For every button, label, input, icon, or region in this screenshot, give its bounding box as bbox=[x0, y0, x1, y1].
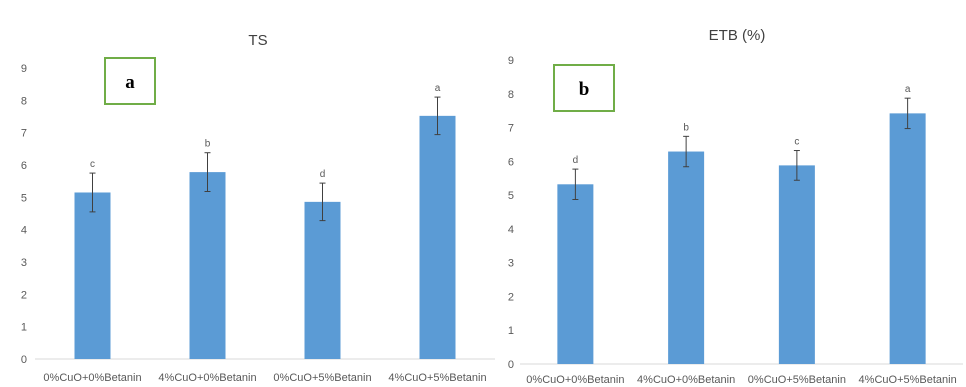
bar bbox=[778, 165, 815, 364]
x-tick-label: 4%CuO+5%Betanin bbox=[388, 372, 486, 384]
x-tick-label: 0%CuO+5%Betanin bbox=[748, 374, 846, 386]
panel-label-box bbox=[553, 64, 615, 112]
significance-letter: c bbox=[90, 159, 95, 170]
x-tick-label: 0%CuO+0%Betanin bbox=[526, 374, 624, 386]
y-tick-label: 7 bbox=[21, 128, 27, 140]
y-tick-label: 6 bbox=[508, 156, 514, 168]
y-tick-label: 0 bbox=[21, 354, 27, 366]
significance-letter: a bbox=[905, 84, 911, 95]
significance-letter: b bbox=[205, 139, 211, 150]
x-tick-label: 4%CuO+0%Betanin bbox=[637, 374, 735, 386]
panel-label: a bbox=[125, 72, 135, 93]
significance-letter: d bbox=[320, 169, 326, 180]
bar bbox=[889, 113, 926, 364]
y-tick-label: 4 bbox=[21, 225, 27, 237]
bar bbox=[668, 151, 705, 364]
y-tick-label: 3 bbox=[508, 258, 514, 270]
x-tick-label: 4%CuO+5%Betanin bbox=[859, 374, 957, 386]
chart-a-svg: TS 0 1 2 3 4 5 6 7 8 9 c 0%CuO+0%Betanin b 4%CuO+0%Bet… bbox=[21, 32, 495, 384]
panel-label: b bbox=[579, 79, 590, 100]
chart-title: ETB (%) bbox=[709, 27, 766, 44]
y-tick-label: 7 bbox=[508, 123, 514, 135]
x-tick-label: 0%CuO+5%Betanin bbox=[273, 372, 371, 384]
significance-letter: b bbox=[683, 122, 689, 133]
bar bbox=[74, 192, 111, 359]
y-tick-label: 1 bbox=[21, 322, 27, 334]
y-tick-label: 5 bbox=[508, 190, 514, 202]
chart-panel-b: ETB (%) 0 1 2 3 4 5 6 7 8 9 d 0%CuO+0%Betanin b 4%CuO+… bbox=[497, 0, 966, 387]
x-tick-label: 0%CuO+0%Betanin bbox=[43, 372, 141, 384]
significance-letter: a bbox=[435, 83, 441, 94]
y-tick-label: 6 bbox=[21, 160, 27, 172]
bar bbox=[304, 201, 341, 359]
y-tick-label: 0 bbox=[508, 359, 514, 371]
bar bbox=[189, 172, 226, 359]
bar bbox=[419, 115, 456, 359]
y-tick-label: 1 bbox=[508, 325, 514, 337]
chart-b-svg: ETB (%) 0 1 2 3 4 5 6 7 8 9 d 0%CuO+0%Betanin b 4%CuO+… bbox=[508, 27, 963, 386]
y-tick-label: 3 bbox=[21, 257, 27, 269]
y-tick-label: 8 bbox=[21, 95, 27, 107]
y-tick-label: 4 bbox=[508, 224, 514, 236]
y-tick-label: 2 bbox=[21, 289, 27, 301]
y-tick-label: 2 bbox=[508, 291, 514, 303]
y-tick-label: 9 bbox=[21, 63, 27, 75]
chart-panel-a: TS 0 1 2 3 4 5 6 7 8 9 c 0%CuO+0%Betanin b 4%CuO+0%Bet… bbox=[20, 32, 495, 384]
y-tick-label: 8 bbox=[508, 89, 514, 101]
x-tick-label: 4%CuO+0%Betanin bbox=[158, 372, 256, 384]
significance-letter: c bbox=[794, 137, 799, 148]
y-tick-label: 9 bbox=[508, 55, 514, 67]
panel-label-box bbox=[104, 57, 156, 105]
y-tick-label: 5 bbox=[21, 192, 27, 204]
chart-title: TS bbox=[248, 32, 267, 49]
significance-letter: d bbox=[573, 155, 579, 166]
bar bbox=[557, 184, 594, 364]
